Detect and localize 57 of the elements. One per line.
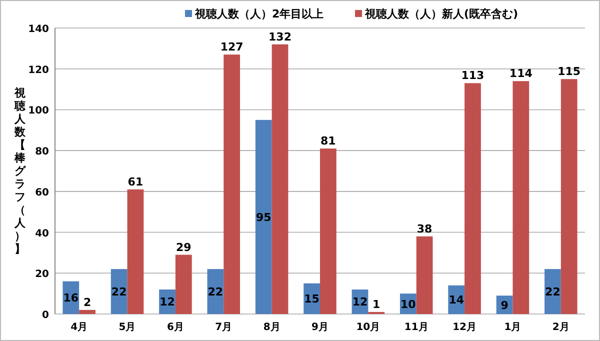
bar <box>544 269 561 314</box>
data-label: 61 <box>128 175 144 188</box>
bar <box>79 310 96 314</box>
data-label: 14 <box>448 294 464 307</box>
x-tick-label: 5月 <box>118 322 136 333</box>
y-tick-label: 60 <box>35 187 50 198</box>
data-label: 22 <box>545 286 560 299</box>
x-tick-label: 4月 <box>70 322 88 333</box>
bar <box>110 269 128 314</box>
x-tick-label: 6月 <box>166 322 184 333</box>
x-tick-label: 2月 <box>552 322 570 333</box>
x-tick-label: 1月 <box>504 322 522 333</box>
data-label: 2 <box>83 296 92 309</box>
y-tick-label: 80 <box>35 146 50 158</box>
data-label: 16 <box>63 292 79 305</box>
bar <box>512 81 530 314</box>
text: 視聴人数【棒グラフ（人）】 <box>14 86 26 256</box>
x-tick-label: 11月 <box>404 322 428 333</box>
data-label: 127 <box>220 40 244 54</box>
y-tick-label: 140 <box>28 24 50 35</box>
data-label: 38 <box>416 222 432 236</box>
x-tick-label: 12月 <box>452 322 477 333</box>
legend-label: 視聴人数（人）2年目以上 <box>194 8 324 20</box>
y-tick-label: 0 <box>42 310 50 321</box>
data-label: 113 <box>461 69 484 82</box>
y-tick-label: 40 <box>35 228 50 240</box>
data-label: 81 <box>320 134 336 148</box>
bar <box>560 79 578 314</box>
bar <box>416 236 433 314</box>
x-tick-label: 10月 <box>356 322 380 333</box>
data-label: 114 <box>509 67 533 80</box>
bar <box>464 83 481 314</box>
data-label: 12 <box>160 296 175 309</box>
y-tick-label: 120 <box>28 64 50 76</box>
data-label: 132 <box>268 30 292 44</box>
bar <box>175 254 192 314</box>
bar <box>320 148 336 314</box>
bar <box>272 44 288 314</box>
data-label: 9 <box>500 298 508 312</box>
x-tick-label: 9月 <box>312 322 328 333</box>
legend-label: 視聴人数（人）新人(既卒含む) <box>364 8 518 20</box>
x-tick-label: 7月 <box>215 322 232 333</box>
x-tick-label: 8月 <box>263 322 280 333</box>
data-label: 115 <box>558 65 581 78</box>
data-label: 22 <box>208 286 224 299</box>
data-label: 15 <box>304 292 320 306</box>
data-label: 95 <box>256 210 272 224</box>
data-label: 29 <box>176 240 192 254</box>
data-label: 1 <box>372 298 380 311</box>
y-tick-label: 20 <box>35 269 50 280</box>
y-tick-label: 100 <box>28 106 50 117</box>
bar <box>224 54 240 314</box>
bar <box>127 189 144 314</box>
bar <box>255 120 272 314</box>
data-label: 12 <box>352 296 368 309</box>
data-label: 22 <box>111 286 127 299</box>
data-label: 10 <box>400 298 416 311</box>
